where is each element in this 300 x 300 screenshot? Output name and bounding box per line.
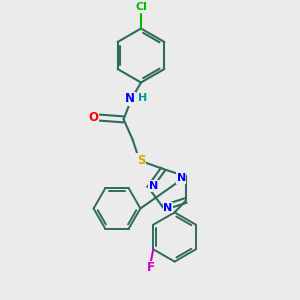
Text: F: F: [147, 261, 155, 274]
Text: N: N: [164, 203, 172, 213]
Text: O: O: [88, 111, 98, 124]
Text: H: H: [138, 93, 147, 103]
Text: S: S: [137, 154, 145, 167]
Text: Cl: Cl: [135, 2, 147, 12]
Text: N: N: [177, 173, 186, 183]
Text: N: N: [149, 181, 158, 191]
Text: N: N: [125, 92, 135, 106]
